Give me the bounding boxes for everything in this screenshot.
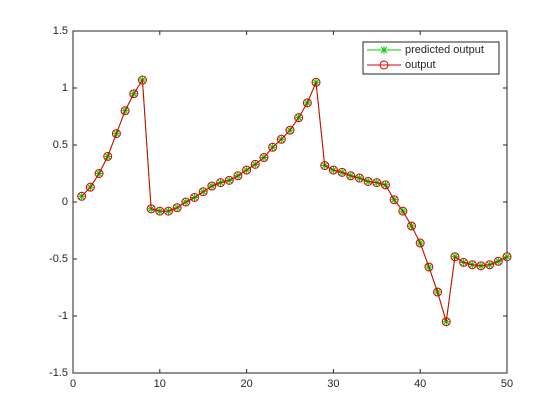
marker xyxy=(467,260,477,270)
legend: predicted output output xyxy=(362,41,500,75)
marker xyxy=(181,197,191,207)
marker xyxy=(485,260,495,270)
marker xyxy=(155,206,165,216)
plot-area xyxy=(72,30,508,374)
y-tick-label: -1 xyxy=(58,310,68,322)
marker xyxy=(450,252,460,262)
marker xyxy=(137,75,147,85)
marker xyxy=(380,180,390,190)
marker xyxy=(216,178,226,188)
marker xyxy=(224,175,234,185)
marker xyxy=(103,151,113,161)
marker xyxy=(111,129,121,139)
marker xyxy=(242,165,252,175)
x-tick-label: 10 xyxy=(154,378,166,390)
legend-label: predicted output xyxy=(405,44,484,56)
y-tick-label: 1 xyxy=(62,82,68,94)
series xyxy=(77,75,512,327)
marker xyxy=(268,142,278,152)
y-tick-label: 0.5 xyxy=(53,139,68,151)
marker xyxy=(163,206,173,216)
marker xyxy=(433,287,443,297)
y-tick-label: 1.5 xyxy=(53,25,68,37)
marker xyxy=(502,252,512,262)
marker xyxy=(372,178,382,188)
marker xyxy=(379,60,389,70)
marker xyxy=(493,256,503,266)
marker xyxy=(459,257,469,267)
marker xyxy=(85,182,95,192)
marker xyxy=(250,159,260,169)
marker xyxy=(198,187,208,197)
legend-label: output xyxy=(405,59,436,71)
x-tick-label: 50 xyxy=(501,378,513,390)
x-tick-label: 0 xyxy=(70,378,76,390)
marker xyxy=(328,165,338,175)
marker xyxy=(294,113,304,123)
marker xyxy=(354,173,364,183)
marker xyxy=(337,167,347,177)
marker xyxy=(120,106,130,116)
marker xyxy=(311,77,321,87)
marker xyxy=(207,181,217,191)
x-tick-label: 40 xyxy=(414,378,426,390)
marker xyxy=(259,153,269,163)
marker xyxy=(94,169,104,178)
y-tick-label: -1.5 xyxy=(49,367,68,379)
marker xyxy=(441,317,451,327)
marker xyxy=(363,176,373,186)
marker xyxy=(389,195,399,205)
marker xyxy=(424,262,434,272)
marker xyxy=(415,238,425,248)
marker xyxy=(129,89,139,99)
marker xyxy=(476,261,486,271)
marker xyxy=(146,204,156,214)
marker xyxy=(233,171,243,181)
x-tick-label: 20 xyxy=(240,378,252,390)
marker xyxy=(407,221,417,231)
marker xyxy=(380,46,388,54)
marker xyxy=(172,203,182,213)
y-tick-label: 0 xyxy=(62,196,68,208)
marker xyxy=(346,171,356,181)
marker xyxy=(190,192,200,202)
marker xyxy=(77,191,87,201)
marker xyxy=(302,98,312,108)
marker xyxy=(398,206,408,216)
marker xyxy=(276,134,286,144)
x-tick-label: 30 xyxy=(327,378,339,390)
marker xyxy=(285,125,295,135)
marker xyxy=(320,161,330,171)
y-tick-label: -0.5 xyxy=(49,253,68,265)
